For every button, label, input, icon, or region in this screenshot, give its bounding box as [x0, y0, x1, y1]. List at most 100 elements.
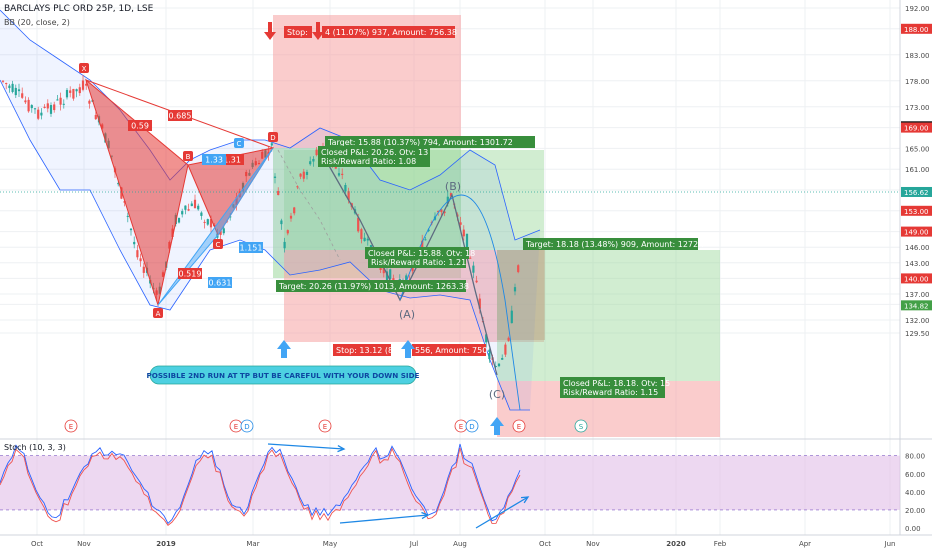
candle-body	[296, 186, 299, 188]
candle-body	[286, 230, 289, 234]
candle-body	[427, 229, 430, 232]
trade1-stop-label: Stop:	[287, 28, 308, 37]
time-tick-label: 2020	[666, 540, 686, 548]
candle-body	[219, 230, 222, 235]
candle-body	[59, 97, 62, 105]
candle-body	[190, 203, 193, 207]
price-tick-label: 132.00	[905, 317, 930, 325]
candle-body	[510, 310, 513, 324]
trade3-target-label: Target: 18.18 (13.48%) 909, Amount: 1272…	[525, 240, 706, 249]
candle-body	[222, 228, 225, 234]
candle-body	[88, 100, 91, 104]
candle-body	[475, 280, 478, 283]
candle-body	[289, 215, 293, 219]
price-tick-label: 143.00	[905, 260, 930, 268]
candle-body	[411, 266, 414, 272]
candle-body	[360, 229, 363, 240]
event-marker	[318, 419, 332, 433]
candle-body	[209, 219, 213, 228]
candle-body	[382, 265, 385, 274]
candle-body	[177, 217, 181, 223]
candle-body	[424, 239, 427, 241]
candle-body	[459, 222, 462, 225]
price-marker	[901, 122, 932, 133]
candle-body	[357, 217, 360, 232]
symbol-title: BARCLAYS PLC ORD 25P, 1D, LSE	[4, 4, 154, 14]
pattern-point-c2	[234, 138, 244, 148]
event-marker-label: D	[469, 423, 474, 431]
candle-body	[283, 241, 286, 249]
divergence-arrow-1-head	[337, 444, 346, 453]
candle-body	[53, 104, 56, 111]
trade3-rr-label: Risk/Reward Ratio: 1.15	[563, 388, 658, 397]
candle-body	[379, 266, 382, 270]
fib-ratio-box	[168, 110, 192, 121]
pattern-point-label: D	[270, 134, 275, 142]
arrow-up-icon	[277, 340, 291, 358]
bb-lower	[0, 79, 530, 411]
fib-ratio-box	[239, 242, 263, 253]
candle-body	[75, 89, 78, 92]
wave-label: (B)	[445, 180, 461, 193]
candle-body	[309, 161, 312, 165]
candle-body	[206, 219, 209, 225]
candle-body	[497, 363, 501, 367]
candle-body	[43, 106, 46, 108]
time-tick-label: 2019	[156, 540, 176, 548]
event-marker-label: S	[579, 423, 584, 431]
price-tick-label: 129.50	[905, 330, 930, 338]
candle-body	[478, 298, 481, 309]
time-tick-label: Apr	[799, 540, 811, 548]
bb-upper	[0, 9, 541, 241]
price-tick-label: 192.00	[905, 5, 930, 13]
fib-ratio-label: 0.631	[209, 279, 232, 288]
time-tick-label: Oct	[539, 540, 551, 548]
arrow-down-icon	[264, 22, 276, 40]
candle-body	[193, 199, 197, 209]
candle-body	[501, 357, 504, 360]
candle-body	[440, 209, 443, 213]
event-marker	[64, 419, 78, 433]
candle-body	[446, 196, 449, 204]
price-tick-label: 183.00	[905, 52, 930, 60]
pattern-point-label: B	[186, 153, 191, 161]
candle-body	[305, 171, 309, 175]
candle-body	[488, 349, 491, 360]
candle-body	[469, 257, 472, 259]
time-tick-label: Mar	[246, 540, 259, 548]
candle-body	[85, 83, 88, 86]
candle-body	[21, 93, 24, 98]
arrow-up-icon	[401, 340, 415, 358]
trade1-rr-label-bg	[318, 155, 430, 167]
price-tick-label: 173.00	[905, 104, 930, 112]
price-marker	[901, 226, 932, 237]
fib-ratio-label: 1.33	[205, 156, 223, 165]
candle-body	[293, 207, 296, 214]
candle-body	[273, 176, 277, 178]
candle-body	[27, 99, 30, 112]
time-tick-label: Jul	[409, 540, 419, 548]
trade3-rr-label-bg	[560, 386, 665, 398]
wave-label: (C)	[489, 388, 505, 401]
stoch-tick-label: 60.00	[905, 471, 925, 479]
candle-body	[126, 215, 129, 217]
fib-ratio-label: 1.31	[223, 156, 241, 165]
fib-ratio-box	[178, 268, 202, 279]
wave-label: (A)	[399, 308, 415, 321]
time-tick-label: Nov	[586, 540, 600, 548]
pattern-point-b	[183, 151, 193, 161]
signal-arrows	[264, 22, 504, 435]
stoch-band	[0, 455, 900, 510]
stoch-tick-label: 40.00	[905, 489, 925, 497]
event-marker-label: E	[323, 423, 327, 431]
annotation-callout: POSSIBLE 2ND RUN AT TP BUT BE CAREFUL WI…	[147, 365, 420, 385]
pattern-point-a	[153, 308, 163, 318]
price-marker-label: 188.00	[904, 26, 929, 34]
stoch-d-line	[0, 447, 521, 526]
event-marker	[512, 419, 526, 433]
candle-body	[129, 228, 133, 231]
candle-body	[1, 80, 5, 82]
candle-body	[17, 89, 21, 92]
